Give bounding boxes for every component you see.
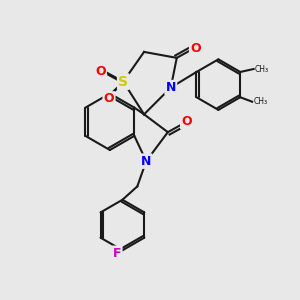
Text: O: O	[181, 115, 192, 128]
Text: S: S	[118, 75, 128, 88]
Text: O: O	[104, 92, 114, 105]
Text: N: N	[166, 81, 176, 94]
Text: F: F	[113, 247, 121, 260]
Text: CH₃: CH₃	[255, 64, 269, 74]
Text: CH₃: CH₃	[254, 97, 268, 106]
Text: O: O	[190, 42, 201, 55]
Text: O: O	[95, 65, 106, 78]
Text: N: N	[141, 154, 152, 168]
